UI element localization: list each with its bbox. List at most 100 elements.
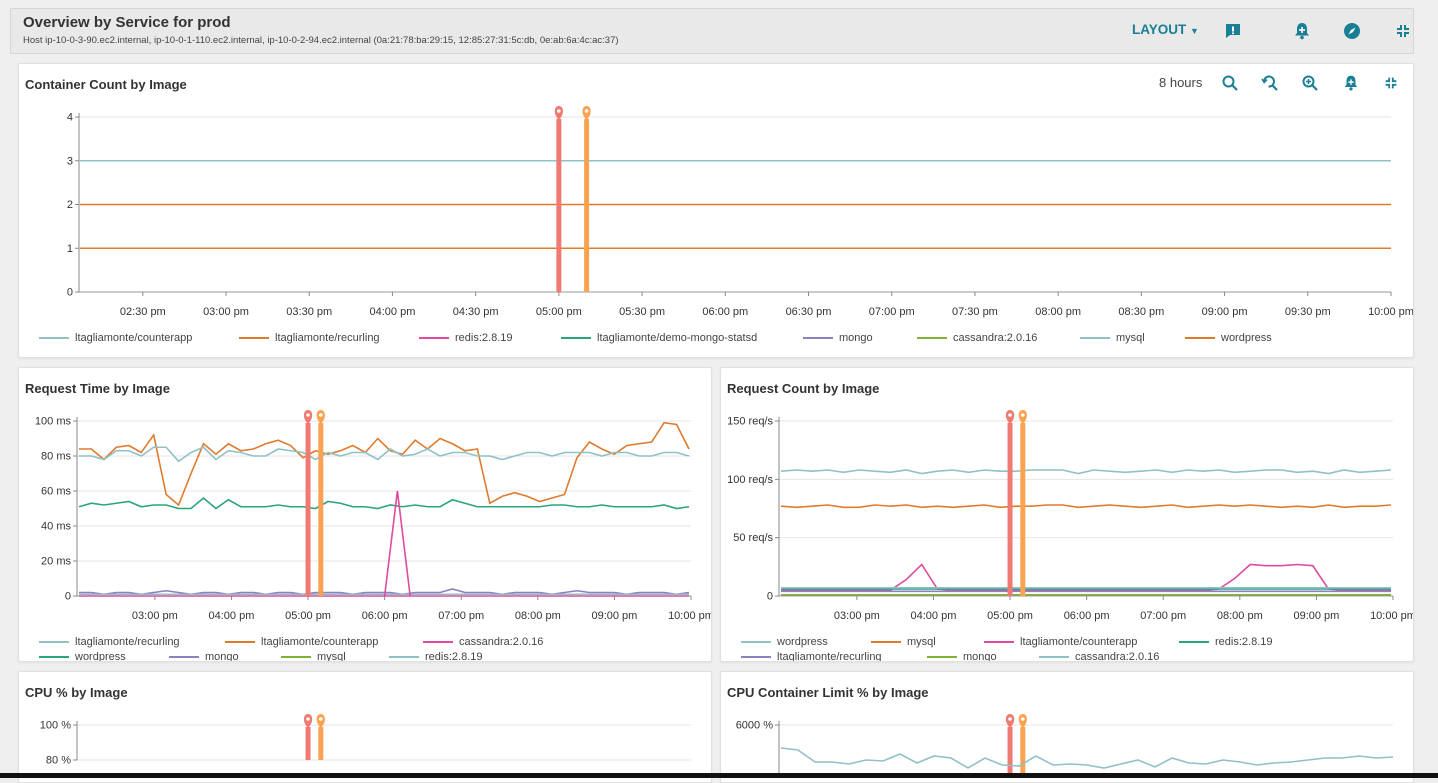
legend-swatch [741,656,771,658]
legend-item[interactable]: ltagliamonte/counterapp [39,332,192,344]
legend-item[interactable]: wordpress [1185,332,1272,344]
explore-icon[interactable] [1342,21,1362,41]
legend-item[interactable]: redis:2.8.19 [1179,636,1272,648]
collapse-icon[interactable] [1382,74,1400,92]
panel-title: Container Count by Image [25,77,187,92]
legend-item[interactable]: mongo [803,332,873,344]
legend-swatch [917,337,947,339]
y-tick-label: 20 ms [41,556,71,568]
legend-label: ltagliamonte/recurling [75,636,180,648]
event-marker-pin-icon [1018,410,1027,424]
legend-label: mysql [1116,332,1145,344]
x-tick-label: 06:00 pm [702,306,748,318]
x-tick-label: 09:00 pm [1202,306,1248,318]
time-range-selector[interactable]: 8 hours [1159,75,1203,90]
event-marker [1007,423,1013,596]
series-line [79,588,690,596]
legend-item[interactable]: ltagliamonte/counterapp [225,636,378,648]
zoom-out-icon[interactable] [1221,74,1239,92]
legend-swatch [871,641,901,643]
legend-label: mysql [907,636,936,648]
series-line [780,747,1394,769]
legend-item[interactable]: mongo [169,651,239,661]
legend-item[interactable]: cassandra:2.0.16 [917,332,1037,344]
legend-item[interactable]: mongo [927,651,997,662]
legend-label: cassandra:2.0.16 [459,636,544,648]
legend-swatch [927,656,957,658]
y-tick-label: 80 % [46,755,71,767]
y-tick-label: 150 req/s [727,416,773,428]
y-tick-label: 4 [67,112,73,124]
event-icon[interactable] [1223,21,1243,41]
x-tick-label: 09:30 pm [1285,306,1331,318]
x-tick-label: 07:00 pm [869,306,915,318]
legend-item[interactable]: cassandra:2.0.16 [1039,651,1159,661]
legend-item[interactable]: wordpress [39,651,126,661]
legend-swatch [741,641,771,643]
legend-swatch [561,337,591,339]
legend-item[interactable]: mysql [1080,332,1145,344]
request-time-chart[interactable]: 0 20 ms 40 ms 60 ms 80 ms 100 ms 03:00 pm 04:00… [19,404,711,630]
x-tick-label: 07:00 pm [438,610,484,622]
event-marker [305,727,311,760]
y-tick-label: 1 [67,243,73,255]
request-count-chart[interactable]: 0 50 req/s 100 req/s 150 req/s 03:00 pm 04:00… [721,404,1413,630]
y-tick-label: 100 % [40,720,71,732]
cpu-limit-chart[interactable]: 6000 % [721,708,1413,778]
series-line [78,496,690,510]
legend-item[interactable]: ltagliamonte/recurling [239,332,380,344]
legend-item[interactable]: ltagliamonte/counterapp [984,636,1137,648]
series-line [781,563,1391,591]
legend-item[interactable]: wordpress [741,636,828,648]
event-marker [1020,727,1026,778]
legend-swatch [1039,656,1069,658]
legend-swatch [803,337,833,339]
event-marker-pin-icon [303,714,313,728]
legend-item[interactable]: mysql [281,651,346,661]
cpu-chart[interactable]: 80 % 100 % [19,708,711,778]
event-marker [318,727,324,760]
legend-label: ltagliamonte/counterapp [75,332,193,344]
event-marker-pin-dot [1008,413,1012,417]
series-line [780,504,1392,509]
legend-swatch [281,656,311,658]
x-tick-label: 04:00 pm [370,306,416,318]
x-tick-label: 08:30 pm [1118,306,1164,318]
event-marker-pin-dot [319,717,323,721]
legend-item[interactable]: ltagliamonte/recurling [741,651,882,661]
legend-item[interactable]: redis:2.8.19 [389,651,482,661]
x-tick-label: 05:00 pm [987,610,1033,622]
legend-item[interactable]: redis:2.8.19 [419,332,512,344]
legend-swatch [1179,641,1209,643]
series-line [79,421,690,507]
y-tick-label: 40 ms [41,521,71,533]
add-alert-icon[interactable] [1342,74,1360,92]
collapse-icon[interactable] [1393,21,1413,41]
x-tick-label: 03:00 pm [132,610,178,622]
reset-zoom-icon[interactable] [1261,74,1279,92]
y-tick-label: 60 ms [41,486,71,498]
y-tick-label: 0 [767,591,773,603]
zoom-in-icon[interactable] [1301,74,1319,92]
legend-item[interactable]: mysql [871,636,936,648]
series-spike [383,490,411,597]
legend-item[interactable]: ltagliamonte/demo-mongo-statsd [561,332,757,344]
layout-label: LAYOUT [1132,22,1187,37]
legend-item[interactable]: ltagliamonte/recurling [39,636,180,648]
y-tick-label: 6000 % [736,720,774,732]
event-marker-pin-dot [306,413,310,417]
x-tick-label: 02:30 pm [120,306,166,318]
event-marker-pin-dot [1021,413,1025,417]
layout-menu-button[interactable]: LAYOUT ▼ [1132,22,1199,37]
legend-swatch [423,641,453,643]
x-tick-label: 03:30 pm [286,306,332,318]
y-tick-label: 3 [67,155,73,167]
container-count-chart[interactable]: 0 1 2 3 4 02:30 pm 03:00 pm 03:30 pm 04:00 pm 04:… [19,100,1413,322]
legend-label: wordpress [777,636,828,648]
legend-label: ltagliamonte/demo-mongo-statsd [597,332,758,344]
legend-swatch [39,337,69,339]
add-alert-icon[interactable] [1292,21,1312,41]
legend-label: mongo [963,651,997,662]
legend-item[interactable]: cassandra:2.0.16 [423,636,543,648]
dashboard-header: Overview by Service for prod Host ip-10-… [10,8,1414,54]
